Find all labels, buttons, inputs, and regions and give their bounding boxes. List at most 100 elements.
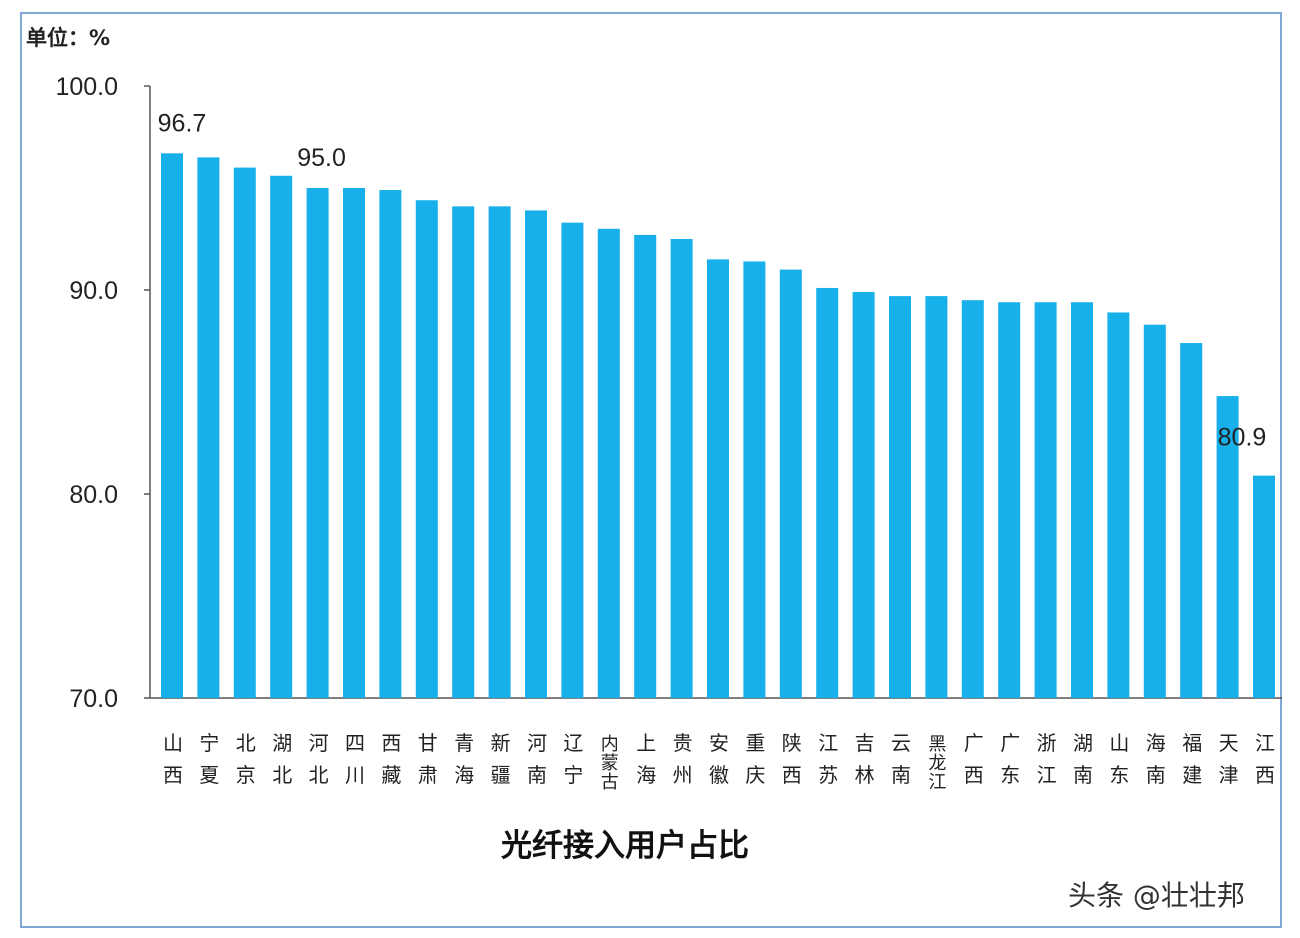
x-tick-label: 安	[709, 731, 729, 755]
bar-广东	[998, 302, 1021, 698]
chart-frame	[20, 12, 1282, 928]
x-tick-label: 东	[1000, 763, 1020, 787]
x-tick-label: 肃	[418, 763, 438, 787]
chart-title: 光纤接入用户占比	[501, 828, 749, 864]
bar-广西	[961, 300, 984, 698]
unit-label: 单位：%	[26, 26, 111, 50]
x-tick-label: 西	[782, 763, 802, 787]
data-label: 96.7	[158, 109, 207, 137]
y-tick-label: 70.0	[69, 685, 118, 713]
x-tick-label: 宁	[199, 731, 219, 755]
x-tick-label: 湖	[272, 731, 292, 755]
watermark: 头条 @壮壮邦	[1068, 879, 1245, 912]
y-tick-label: 80.0	[69, 481, 118, 509]
bar-河北	[306, 188, 329, 698]
bar-西藏	[379, 190, 402, 699]
x-tick-label: 南	[1073, 763, 1093, 787]
x-tick-label: 庆	[745, 763, 765, 787]
x-tick-label: 浙	[1037, 731, 1057, 755]
x-tick-label: 天	[1219, 731, 1239, 755]
x-tick-label: 福	[1182, 731, 1202, 755]
x-tick-label: 苏	[818, 763, 838, 787]
bar-吉林	[852, 292, 875, 698]
x-tick-label: 上	[636, 731, 656, 755]
x-tick-label: 京	[236, 763, 256, 787]
bar-黑龙江	[925, 296, 948, 698]
x-tick-label: 川	[345, 763, 365, 787]
x-tick-label: 宁	[563, 763, 583, 787]
bar-天津	[1216, 396, 1239, 698]
x-tick-label: 龙	[928, 753, 946, 774]
x-tick-label: 北	[272, 763, 292, 787]
x-tick-label: 西	[163, 763, 183, 787]
x-tick-label: 山	[1109, 731, 1129, 755]
x-tick-label: 古	[601, 772, 619, 793]
x-tick-label: 四	[345, 731, 365, 755]
x-tick-label: 辽	[563, 731, 583, 755]
data-label: 80.9	[1218, 424, 1267, 452]
bar-上海	[634, 234, 657, 699]
x-tick-label: 海	[454, 763, 474, 787]
x-tick-label: 广	[964, 731, 984, 755]
y-tick-label: 90.0	[69, 277, 118, 305]
x-tick-label: 西	[1255, 763, 1275, 787]
bar-云南	[889, 296, 911, 698]
bar-辽宁	[561, 222, 584, 698]
bar-湖北	[270, 175, 293, 698]
bar-湖南	[1071, 302, 1093, 698]
x-tick-label: 海	[636, 763, 656, 787]
x-tick-label: 夏	[199, 763, 219, 787]
bar-青海	[452, 206, 475, 699]
x-tick-label: 甘	[418, 731, 438, 755]
bar-河南	[525, 210, 547, 698]
bar-贵州	[670, 239, 693, 698]
x-tick-label: 建	[1182, 763, 1202, 787]
x-tick-label: 津	[1219, 763, 1239, 787]
x-tick-label: 河	[309, 731, 329, 755]
x-tick-label: 北	[309, 763, 329, 787]
x-tick-label: 西	[964, 763, 984, 787]
x-tick-label: 徽	[709, 763, 729, 787]
x-tick-label: 南	[527, 763, 547, 787]
x-tick-label: 江	[818, 731, 838, 755]
x-tick-label: 陕	[782, 731, 802, 755]
bar-浙江	[1034, 302, 1057, 698]
bar-北京	[233, 167, 256, 699]
x-tick-label: 山	[163, 731, 183, 755]
bar-新疆	[488, 206, 511, 699]
y-tick-label: 100.0	[55, 73, 118, 101]
bar-山西	[161, 153, 183, 698]
x-tick-label: 东	[1109, 763, 1129, 787]
x-tick-label: 青	[454, 731, 474, 755]
bar-重庆	[743, 261, 766, 698]
x-tick-label: 重	[745, 731, 765, 755]
bar-陕西	[779, 269, 802, 698]
x-tick-label: 江	[1255, 731, 1275, 755]
x-tick-label: 疆	[491, 763, 511, 787]
x-tick-label: 贵	[673, 731, 693, 755]
bar-四川	[343, 188, 365, 698]
x-tick-label: 西	[381, 731, 401, 755]
bar-宁夏	[197, 157, 220, 698]
x-tick-label: 新	[491, 731, 511, 755]
bar-海南	[1143, 324, 1166, 698]
x-tick-label: 湖	[1073, 731, 1093, 755]
x-tick-label: 海	[1146, 731, 1166, 755]
x-tick-label: 江	[1037, 763, 1057, 787]
x-tick-label: 藏	[381, 763, 401, 787]
x-tick-label: 林	[855, 763, 875, 787]
bar-甘肃	[415, 200, 438, 699]
x-tick-label: 河	[527, 731, 547, 755]
x-tick-label: 北	[236, 731, 256, 755]
x-tick-label: 内	[601, 734, 619, 755]
bar-江苏	[816, 287, 839, 698]
x-tick-label: 云	[891, 731, 911, 755]
x-tick-label: 黑	[928, 734, 946, 755]
bar-山东	[1107, 312, 1130, 698]
bar-内蒙古	[597, 228, 620, 699]
bar-安徽	[707, 259, 729, 698]
bar-江西	[1253, 475, 1275, 698]
x-tick-label: 广	[1000, 731, 1020, 755]
x-tick-label: 南	[1146, 763, 1166, 787]
